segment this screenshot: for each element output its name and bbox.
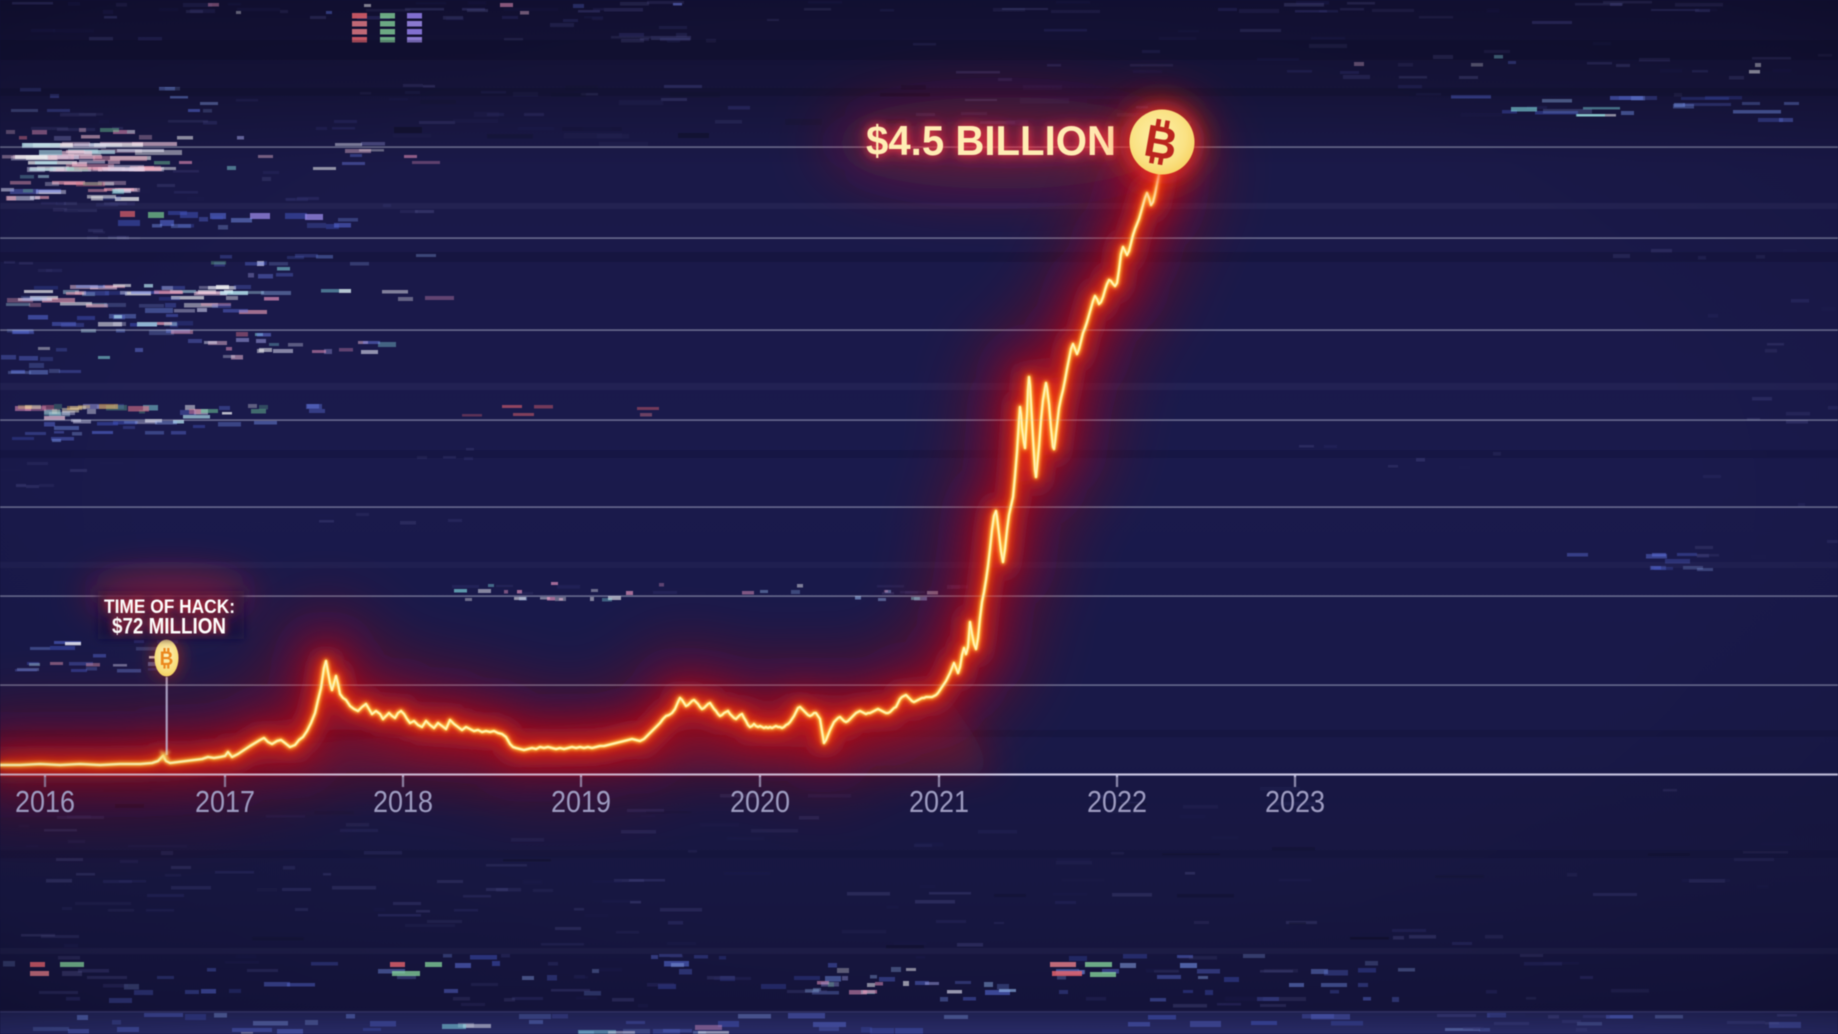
svg-text:2023: 2023 — [1265, 784, 1325, 819]
svg-text:2019: 2019 — [551, 784, 611, 819]
svg-text:2018: 2018 — [373, 784, 433, 819]
svg-text:2016: 2016 — [15, 784, 75, 819]
svg-text:2022: 2022 — [1087, 784, 1147, 819]
svg-text:2017: 2017 — [195, 784, 255, 819]
svg-text:2021: 2021 — [909, 784, 969, 819]
svg-text:2020: 2020 — [730, 784, 790, 819]
